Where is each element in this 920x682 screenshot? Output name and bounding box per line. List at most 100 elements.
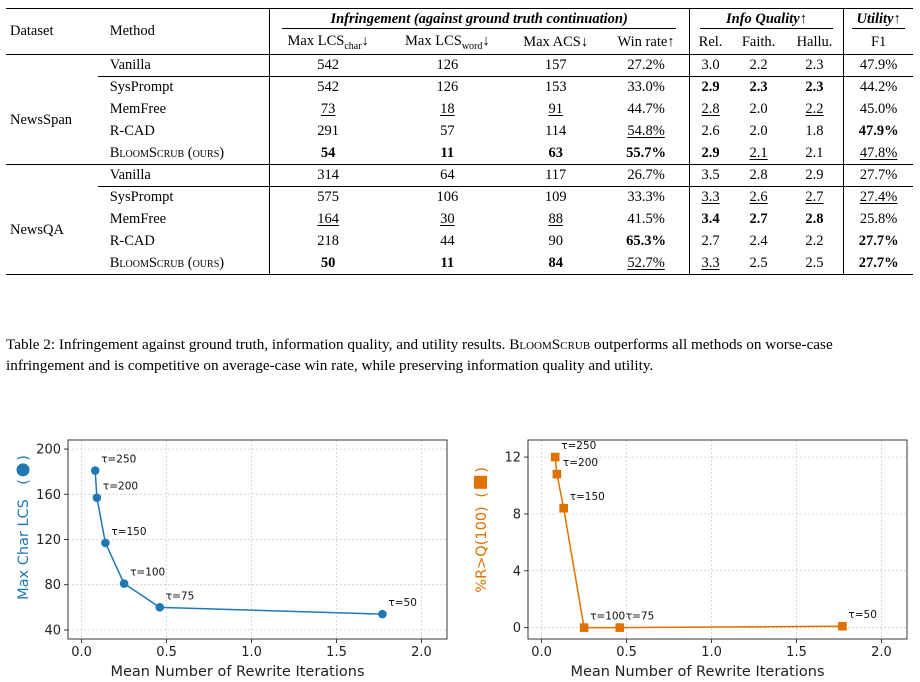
data-point xyxy=(559,503,568,513)
table-cell: 2.4 xyxy=(749,233,768,249)
data-label: τ=75 xyxy=(166,590,194,602)
x-tick-label: 1.0 xyxy=(701,645,722,660)
table-cell: 88 xyxy=(548,211,563,227)
method-name: BloomScrub (ours) xyxy=(97,252,270,275)
table-cell: 2.8 xyxy=(688,98,732,121)
y-tick-label: 120 xyxy=(36,533,61,548)
table-cell: 54.8% xyxy=(627,123,665,139)
x-tick-label: 0.5 xyxy=(616,645,637,660)
paren-right: ) xyxy=(474,467,490,473)
data-point xyxy=(550,452,560,462)
data-label: τ=150 xyxy=(111,526,146,538)
x-tick-label: 1.5 xyxy=(786,645,807,660)
table-row: BloomScrub (ours) 50 11 84 52.7% 3.3 2.5 2.5 27.… xyxy=(6,252,913,275)
method-name: BloomScrub (ours) xyxy=(97,142,270,165)
y-axis-label-group: %R>Q(100) () xyxy=(474,467,490,593)
table-cell: 1.8 xyxy=(805,123,824,139)
table-cell: 542 xyxy=(317,57,340,73)
table-cell: 2.0 xyxy=(749,101,768,117)
table-cell: 2.3 xyxy=(749,79,768,96)
data-label: τ=50 xyxy=(848,609,876,621)
table-cell: 27.7% xyxy=(843,252,913,275)
y-axis-label-group: Max Char LCS () xyxy=(16,455,32,600)
data-point xyxy=(615,623,625,632)
method-name: R-CAD xyxy=(97,120,270,143)
table-cell: 64 xyxy=(440,167,455,183)
table-cell: 27.2% xyxy=(627,57,665,73)
results-table-container: Dataset Method Infringement (against gro… xyxy=(6,8,913,275)
results-table: Dataset Method Infringement (against gro… xyxy=(6,8,913,275)
table-cell: 2.8 xyxy=(805,211,824,227)
method-name: MemFree xyxy=(97,98,270,121)
table-cell: 2.0 xyxy=(749,123,768,139)
header-max-acs: Max ACS↓ xyxy=(523,33,589,50)
table-row: NewsSpan Vanilla 542 126 157 27.2% 3.0 2.2 2.3 47… xyxy=(6,54,913,128)
table-cell: 27.4% xyxy=(843,186,913,209)
table-cell: 65.3% xyxy=(626,233,666,249)
data-label: τ=100 xyxy=(130,567,165,579)
table-row: MemFree 73 18 91 44.7% 2.8 2.0 2.2 45.0% xyxy=(6,98,913,121)
series-line xyxy=(94,470,383,615)
table-cell: 47.9% xyxy=(843,120,913,143)
table-cell: 30 xyxy=(440,211,455,227)
data-label: τ=250 xyxy=(101,454,136,466)
header-faith: Faith. xyxy=(741,33,776,50)
dataset-name: NewsQA xyxy=(10,222,64,238)
table-cell: 44 xyxy=(440,233,455,249)
table-cell: 291 xyxy=(317,123,340,139)
table-cell: 25.8% xyxy=(843,208,913,231)
table-row: R-CAD 291 57 114 54.8% 2.6 2.0 1.8 47.9% xyxy=(6,120,913,143)
x-tick-label: 0.0 xyxy=(531,645,552,660)
table-cell: 575 xyxy=(317,189,340,206)
table-cell: 2.9 xyxy=(688,76,732,99)
table-cell: 2.7 xyxy=(688,230,732,253)
data-point xyxy=(92,493,102,502)
data-point xyxy=(378,609,387,619)
table-cell: 44.2% xyxy=(843,76,913,99)
table-cell: 2.9 xyxy=(688,142,732,165)
method-name: MemFree xyxy=(97,208,270,231)
data-label: τ=200 xyxy=(563,457,598,469)
header-max-lcs-word: Max LCSword↓ xyxy=(405,32,490,52)
table-cell: 2.3 xyxy=(805,79,824,96)
table-row: SysPrompt 575 106 109 33.3% 3.3 2.6 2.7 27.4% xyxy=(6,186,913,209)
table-cell: 2.6 xyxy=(749,189,768,206)
table-cell: 11 xyxy=(440,144,455,161)
table-cell: 84 xyxy=(548,254,563,271)
table-cell: 2.2 xyxy=(805,101,824,117)
header-group-info-quality: Info Quality↑ xyxy=(688,8,844,31)
data-label: τ=200 xyxy=(103,481,138,493)
x-tick-label: 2.0 xyxy=(871,645,892,660)
x-tick-label: 1.0 xyxy=(241,645,262,660)
table-cell: 54 xyxy=(320,144,336,161)
data-label: τ=250 xyxy=(561,440,596,452)
table-cell: 47.8% xyxy=(843,142,913,165)
method-name: Vanilla xyxy=(97,54,270,77)
y-tick-label: 200 xyxy=(36,443,61,458)
table-cell: 45.0% xyxy=(843,98,913,121)
y-axis-label: Max Char LCS xyxy=(16,499,32,600)
x-tick-label: 0.0 xyxy=(71,645,92,660)
data-label: τ=100 xyxy=(590,611,625,623)
method-name: R-CAD xyxy=(97,230,270,253)
table-cell: 3.4 xyxy=(688,208,732,231)
y-tick-label: 8 xyxy=(513,507,521,522)
table-cell: 33.0% xyxy=(627,79,665,96)
header-group-infringement: Infringement (against ground truth conti… xyxy=(269,9,689,31)
data-label: τ=50 xyxy=(388,597,416,609)
table-cell: 3.3 xyxy=(688,252,732,275)
table-cell: 2.8 xyxy=(749,167,768,183)
table-cell: 164 xyxy=(317,211,340,227)
table-cell: 2.6 xyxy=(688,120,732,143)
table-cell: 2.5 xyxy=(805,254,824,271)
data-point xyxy=(838,621,847,631)
table-cell: 153 xyxy=(544,79,567,96)
chart-max-char-lcs: 0.0 0.5 1.0 1.5 2.0 40 80 120 160 200 Mean Number … xyxy=(16,439,448,680)
table-cell: 33.3% xyxy=(627,189,665,206)
data-point xyxy=(552,469,562,479)
table-row: NewsQA Vanilla 314 64 117 26.7% 3.5 2.8 2.9 27.7% xyxy=(6,164,913,238)
table-cell: 27.7% xyxy=(843,164,913,187)
table-cell: 18 xyxy=(440,101,455,117)
table-cell: 50 xyxy=(320,254,336,271)
method-name: SysPrompt xyxy=(97,186,270,209)
